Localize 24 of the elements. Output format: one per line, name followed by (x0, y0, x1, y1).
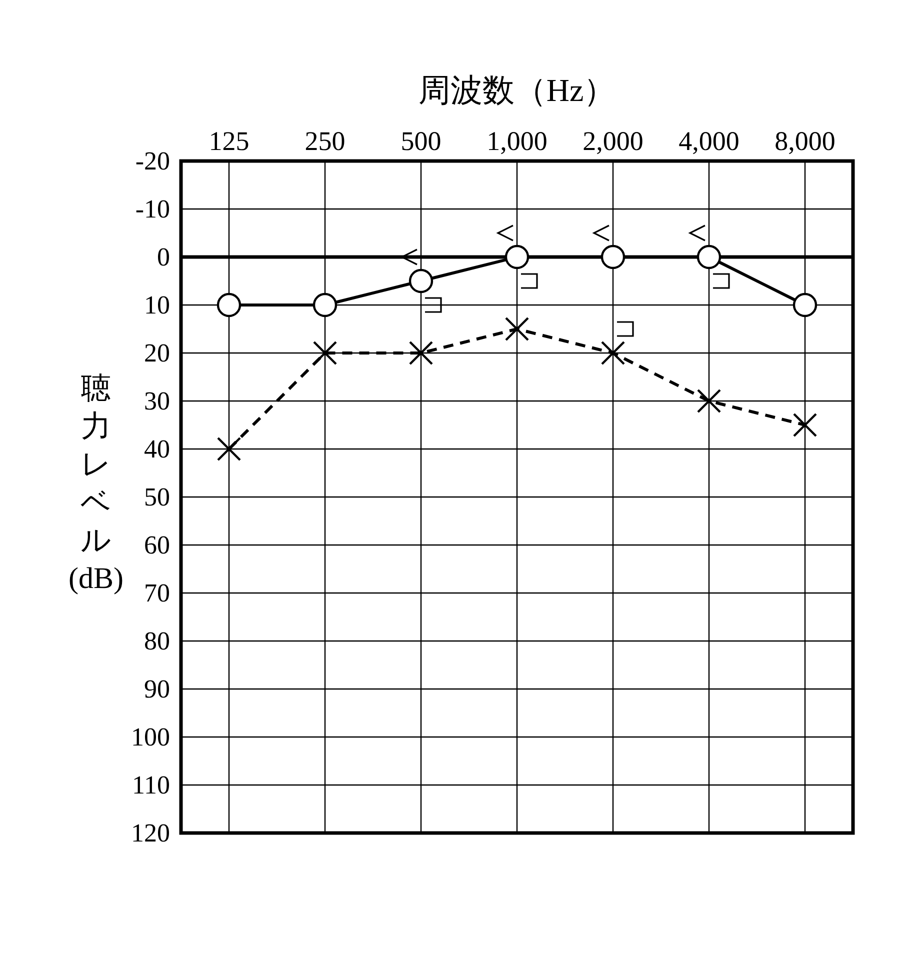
x-tick-label: 1,000 (486, 126, 548, 156)
x-tick-label: 250 (304, 126, 346, 156)
y-tick-label: 80 (144, 626, 170, 656)
x-tick-label: 8,000 (774, 126, 836, 156)
y-tick-label: 50 (144, 482, 170, 512)
y-tick-label: 20 (144, 338, 170, 368)
x-tick-label: 2,000 (582, 126, 644, 156)
y-tick-label: 90 (144, 674, 170, 704)
y-tick-label: -20 (135, 146, 170, 176)
y-tick-label: 120 (131, 818, 170, 848)
y-tick-label: 110 (132, 770, 170, 800)
ylabel: 聴力レベル(dB) (68, 372, 124, 594)
x-tick-label: 125 (208, 126, 250, 156)
y-tick-label: 70 (144, 578, 170, 608)
y-tick-label: 100 (131, 722, 170, 752)
x-tick-label: 500 (400, 126, 442, 156)
y-tick-label: 0 (157, 242, 170, 272)
y-tick-label: 10 (144, 290, 170, 320)
xlabel: 周波数（Hz） (418, 72, 616, 108)
y-tick-label: -10 (135, 194, 170, 224)
y-tick-label: 40 (144, 434, 170, 464)
x-tick-label: 4,000 (678, 126, 740, 156)
y-tick-label: 60 (144, 530, 170, 560)
y-tick-label: 30 (144, 386, 170, 416)
